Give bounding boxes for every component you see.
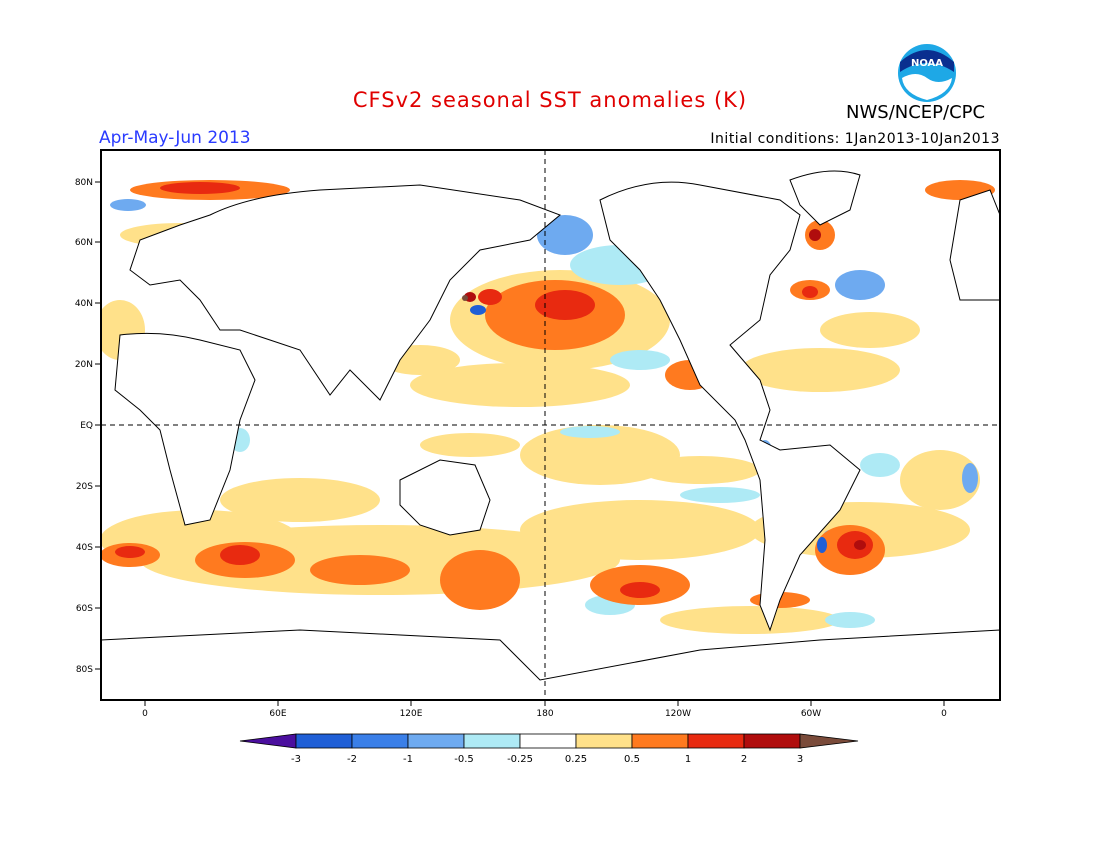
lat-label: 40S xyxy=(76,543,93,553)
map-title: CFSv2 seasonal SST anomalies (K) xyxy=(352,88,748,112)
colorbar-segment xyxy=(407,733,465,749)
lon-label: 0 xyxy=(941,709,947,719)
latitude-labels: 80N 60N 40N 20N EQ 20S 40S 60S 80S xyxy=(75,178,101,675)
colorbar-segment xyxy=(295,733,353,749)
colorbar-tick-label: -1 xyxy=(403,754,413,765)
lon-label: 120E xyxy=(400,709,423,719)
lon-label: 120W xyxy=(665,709,691,719)
lon-label: 60W xyxy=(801,709,821,719)
colorbar xyxy=(239,733,859,749)
colorbar-segment xyxy=(575,733,633,749)
colorbar-tick-label: -2 xyxy=(347,754,357,765)
noaa-logo-text: NOAA xyxy=(911,58,943,69)
forecast-period: Apr-May-Jun 2013 xyxy=(99,128,251,148)
lon-label: 60E xyxy=(269,709,286,719)
colorbar-tick-label: 1 xyxy=(685,754,691,765)
colorbar-tick-label: -0.5 xyxy=(454,754,474,765)
colorbar-segment xyxy=(463,733,521,749)
colorbar-segment xyxy=(351,733,409,749)
initial-conditions: Initial conditions: 1Jan2013-10Jan2013 xyxy=(710,131,1000,147)
lat-label: 60S xyxy=(76,604,93,614)
colorbar-segment xyxy=(519,733,577,749)
noaa-logo: NOAA xyxy=(898,44,956,102)
longitude-labels: 0 60E 120E 180 120W 60W 0 xyxy=(142,700,947,719)
colorbar-segment xyxy=(743,733,801,749)
lat-label: 20N xyxy=(75,360,93,370)
colorbar-right-arrow xyxy=(799,733,859,749)
lat-label: 80N xyxy=(75,178,93,188)
colorbar-tick-label: 0.25 xyxy=(565,754,587,765)
agency-label: NWS/NCEP/CPC xyxy=(846,102,986,123)
land-masses xyxy=(101,170,1000,700)
lat-label: 20S xyxy=(76,482,93,492)
lat-label: 40N xyxy=(75,299,93,309)
colorbar-segment xyxy=(687,733,745,749)
colorbar-labels: -3 -2 -1 -0.5 -0.25 0.25 0.5 1 2 3 xyxy=(291,754,803,765)
colorbar-left-arrow xyxy=(239,733,297,749)
lon-label: 180 xyxy=(536,709,553,719)
lat-label: 60N xyxy=(75,238,93,248)
colorbar-tick-label: -0.25 xyxy=(507,754,533,765)
colorbar-tick-label: 2 xyxy=(741,754,747,765)
colorbar-segment xyxy=(631,733,689,749)
lat-label: 80S xyxy=(76,665,93,675)
lat-label: EQ xyxy=(80,421,93,431)
colorbar-tick-label: 3 xyxy=(797,754,803,765)
colorbar-tick-label: -3 xyxy=(291,754,301,765)
colorbar-tick-label: 0.5 xyxy=(624,754,640,765)
lon-label: 0 xyxy=(142,709,148,719)
